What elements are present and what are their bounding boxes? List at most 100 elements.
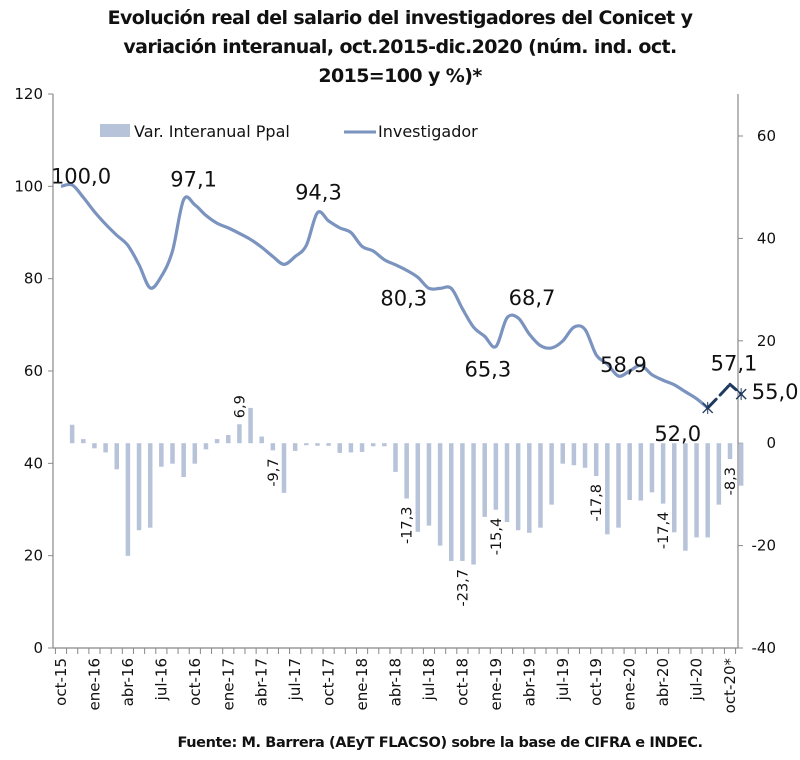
bar [471, 443, 476, 565]
bar [449, 443, 454, 561]
bar [382, 443, 387, 447]
bar-data-label: -17,8 [589, 484, 605, 522]
bar [304, 443, 309, 446]
x-axis-tick-label: ene-17 [219, 658, 237, 710]
line-data-label: 80,3 [380, 286, 427, 310]
right-axis-tick-label: 60 [757, 127, 776, 145]
bar [159, 443, 164, 467]
bar [672, 443, 677, 533]
bar [170, 443, 175, 464]
legend-label-line: Investigador [378, 122, 478, 141]
right-axis-tick-label: -40 [752, 639, 777, 657]
bar [404, 443, 409, 499]
line-data-label: 57,1 [711, 351, 758, 375]
bar-data-label: -8,3 [723, 467, 739, 495]
left-axis-tick-label: 0 [33, 639, 43, 657]
line-data-label: 100,0 [51, 164, 111, 188]
bar [259, 436, 264, 444]
bar [292, 443, 298, 451]
bar [482, 443, 487, 517]
bar [527, 443, 532, 533]
line-data-label: 65,3 [464, 358, 511, 382]
source-note: Fuente: M. Barrera (AEyT FLACSO) sobre l… [177, 735, 703, 751]
bar [393, 443, 398, 472]
legend-label-bar: Var. Interanual Ppal [134, 122, 290, 141]
x-axis-tick-label: oct-17 [320, 658, 338, 706]
bar-data-label: -23,7 [455, 569, 471, 607]
line-series [60, 182, 747, 414]
bar [103, 443, 108, 453]
bar [248, 407, 253, 444]
x-axis-tick-label: jul-17 [286, 658, 304, 701]
right-axis-tick-label: 0 [766, 434, 776, 452]
x-axis-tick-label: abr-20 [654, 658, 672, 706]
bar-data-label: -9,7 [266, 458, 282, 486]
bar-data-label: -17,4 [656, 512, 672, 550]
bar [136, 443, 142, 531]
bar [683, 443, 688, 551]
x-axis-tick-label: ene-20 [621, 658, 639, 710]
line-data-label: 68,7 [509, 286, 556, 310]
x-axis-tick-label: jul-16 [152, 658, 170, 701]
x-axis-tick-label: ene-16 [85, 658, 103, 710]
right-axis-tick-label: 40 [757, 229, 776, 247]
bar-data-label: 6,9 [232, 395, 248, 418]
bar [738, 443, 744, 486]
bar [415, 443, 421, 532]
x-axis-tick-label: abr-18 [387, 658, 405, 706]
bar [370, 443, 376, 447]
bar [114, 443, 119, 470]
bar [571, 443, 577, 466]
bar [694, 443, 699, 538]
bar [538, 443, 543, 528]
line-data-label: 52,0 [654, 422, 701, 446]
left-axis-tick-label: 100 [14, 177, 43, 195]
bar [69, 424, 75, 444]
left-axis-tick-label: 20 [24, 547, 43, 565]
legend: Var. Interanual Ppal Investigador [100, 122, 478, 141]
bar [226, 435, 231, 444]
x-axis-tick-label: jul-19 [554, 658, 572, 701]
bar [359, 443, 365, 452]
bar [437, 443, 443, 546]
title-line-3: 2015=100 y %)* [318, 65, 482, 87]
bar [203, 443, 209, 450]
legend-swatch-bar [100, 124, 130, 137]
x-axis-tick-label: jul-18 [420, 658, 438, 701]
bar [493, 443, 499, 510]
bar [426, 443, 432, 526]
bar [638, 443, 644, 501]
left-axis-tick-label: 60 [24, 362, 43, 380]
bar [147, 443, 153, 528]
bar [281, 443, 287, 493]
bar [582, 443, 588, 468]
right-axis-tick-label: -20 [752, 537, 777, 555]
x-marker [735, 388, 747, 401]
x-axis-tick-label: oct-18 [453, 658, 471, 706]
bar [716, 443, 722, 505]
left-axis-tick-label: 120 [14, 85, 43, 103]
bar [270, 443, 276, 451]
bar [515, 443, 521, 531]
bar [237, 424, 242, 444]
line-data-label: 94,3 [295, 181, 342, 205]
x-axis-tick-label: oct-15 [52, 658, 70, 706]
bar [549, 443, 554, 505]
x-axis-tick-label: abr-19 [520, 658, 538, 706]
title-line-2: variación interanual, oct.2015-dic.2020 … [123, 36, 677, 58]
line-investigador [60, 182, 709, 410]
bar [605, 443, 610, 535]
line-data-label: 58,9 [600, 353, 647, 377]
chart-title: Evolución real del salario del investiga… [0, 4, 800, 91]
title-line-1: Evolución real del salario del investiga… [107, 7, 693, 29]
bar [649, 443, 655, 493]
x-axis-tick-label: jul-20 [688, 658, 706, 701]
bar [337, 443, 342, 453]
axes: 0 20 40 60 80 100 120 -40 -20 0 20 40 60 oct-15 ene-16… [14, 85, 776, 713]
bar-data-label: -15,4 [489, 518, 505, 556]
bar [627, 443, 632, 501]
bar-series [69, 407, 744, 565]
x-axis-tick-label: oct-16 [186, 658, 204, 706]
bar [727, 443, 733, 460]
x-axis-tick-label: oct-19 [587, 658, 605, 706]
